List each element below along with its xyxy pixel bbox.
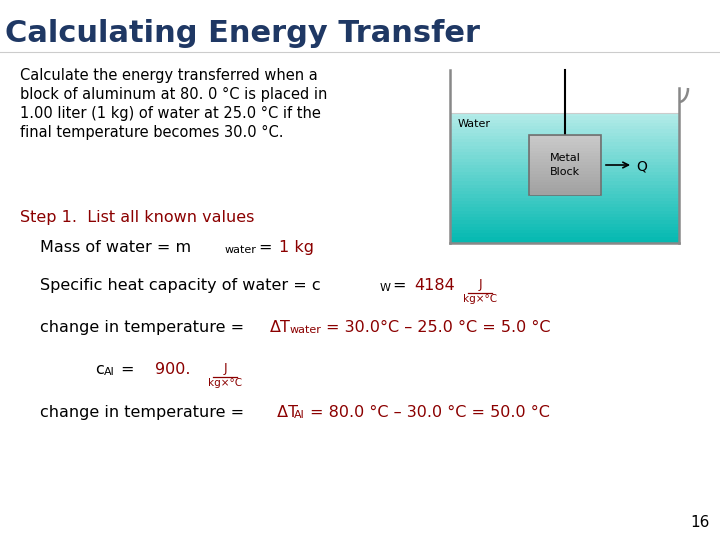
Bar [451,220,679,224]
Text: Calculate the energy transferred when a: Calculate the energy transferred when a [20,68,318,83]
Bar [530,162,600,165]
Bar [530,156,600,160]
FancyBboxPatch shape [529,135,601,195]
Bar [451,175,679,179]
Bar [451,148,679,152]
Bar [451,188,679,192]
Bar [451,132,679,136]
Text: Metal: Metal [549,153,580,163]
Text: ΔT: ΔT [272,405,298,420]
Text: kg×°C: kg×°C [463,294,497,304]
Text: final temperature becomes 30.0 °C.: final temperature becomes 30.0 °C. [20,125,284,140]
Text: 900.: 900. [155,362,191,377]
Bar [530,139,600,143]
Bar [451,204,679,208]
Text: =: = [120,362,133,377]
Text: 4184: 4184 [414,278,455,293]
Bar [451,162,679,165]
Bar [451,116,679,120]
Bar [451,123,679,126]
Bar [530,142,600,145]
Bar [451,217,679,221]
Text: = 80.0 °C – 30.0 °C = 50.0 °C: = 80.0 °C – 30.0 °C = 50.0 °C [310,405,550,420]
Text: Q: Q [636,159,647,173]
Text: J: J [223,362,227,375]
Text: Water: Water [458,119,491,129]
Text: Block: Block [550,167,580,177]
Bar [530,174,600,177]
Text: W: W [380,283,391,293]
Text: change in temperature =: change in temperature = [40,320,249,335]
Text: c: c [95,362,104,377]
Bar [451,207,679,211]
Text: = 30.0°C – 25.0 °C = 5.0 °C: = 30.0°C – 25.0 °C = 5.0 °C [326,320,551,335]
Text: water: water [290,325,322,335]
Bar [451,211,679,214]
Bar [451,224,679,227]
Bar [451,191,679,195]
Bar [451,136,679,139]
Bar [451,159,679,162]
Bar [451,198,679,201]
Text: 16: 16 [690,515,710,530]
Text: block of aluminum at 80. 0 °C is placed in: block of aluminum at 80. 0 °C is placed … [20,87,328,102]
Bar [530,188,600,192]
Bar [530,151,600,154]
Bar [451,70,679,113]
Bar [451,237,679,240]
Bar [451,233,679,237]
Bar [451,201,679,205]
Text: water: water [225,245,257,255]
Bar [530,183,600,186]
Bar [451,119,679,123]
Text: =: = [392,278,405,293]
Bar [451,194,679,198]
Text: Calculating Energy Transfer: Calculating Energy Transfer [5,18,480,48]
Bar [451,145,679,149]
Bar [530,168,600,171]
Bar [451,185,679,188]
Bar [530,185,600,188]
Bar [451,214,679,218]
Bar [530,145,600,148]
Bar [451,113,679,117]
Bar [530,177,600,180]
Bar [451,142,679,146]
Bar [451,181,679,185]
Bar [451,178,679,182]
Text: kg×°C: kg×°C [208,378,242,388]
Bar [530,179,600,183]
Bar [451,139,679,143]
Bar [530,191,600,194]
Bar [530,136,600,139]
Bar [451,227,679,231]
Text: Al: Al [294,410,305,420]
Text: 1.00 liter (1 kg) of water at 25.0 °C if the: 1.00 liter (1 kg) of water at 25.0 °C if… [20,106,321,121]
Text: ΔT: ΔT [270,320,291,335]
Bar [530,165,600,168]
Text: =: = [259,240,278,255]
Text: change in temperature =: change in temperature = [40,405,249,420]
Text: Mass of water = m: Mass of water = m [40,240,191,255]
Bar [451,129,679,133]
Bar [530,153,600,157]
Text: Al: Al [104,367,114,377]
Bar [451,126,679,130]
Bar [451,240,679,244]
Bar [530,159,600,163]
Bar [451,168,679,172]
Text: Specific heat capacity of water = c: Specific heat capacity of water = c [40,278,320,293]
Bar [530,171,600,174]
Bar [530,147,600,151]
Bar [451,156,679,159]
Bar [451,230,679,234]
Text: 1 kg: 1 kg [279,240,314,255]
Text: Step 1.  List all known values: Step 1. List all known values [20,210,254,225]
Text: J: J [478,278,482,291]
Bar [451,165,679,168]
Bar [451,172,679,176]
Bar [451,152,679,156]
